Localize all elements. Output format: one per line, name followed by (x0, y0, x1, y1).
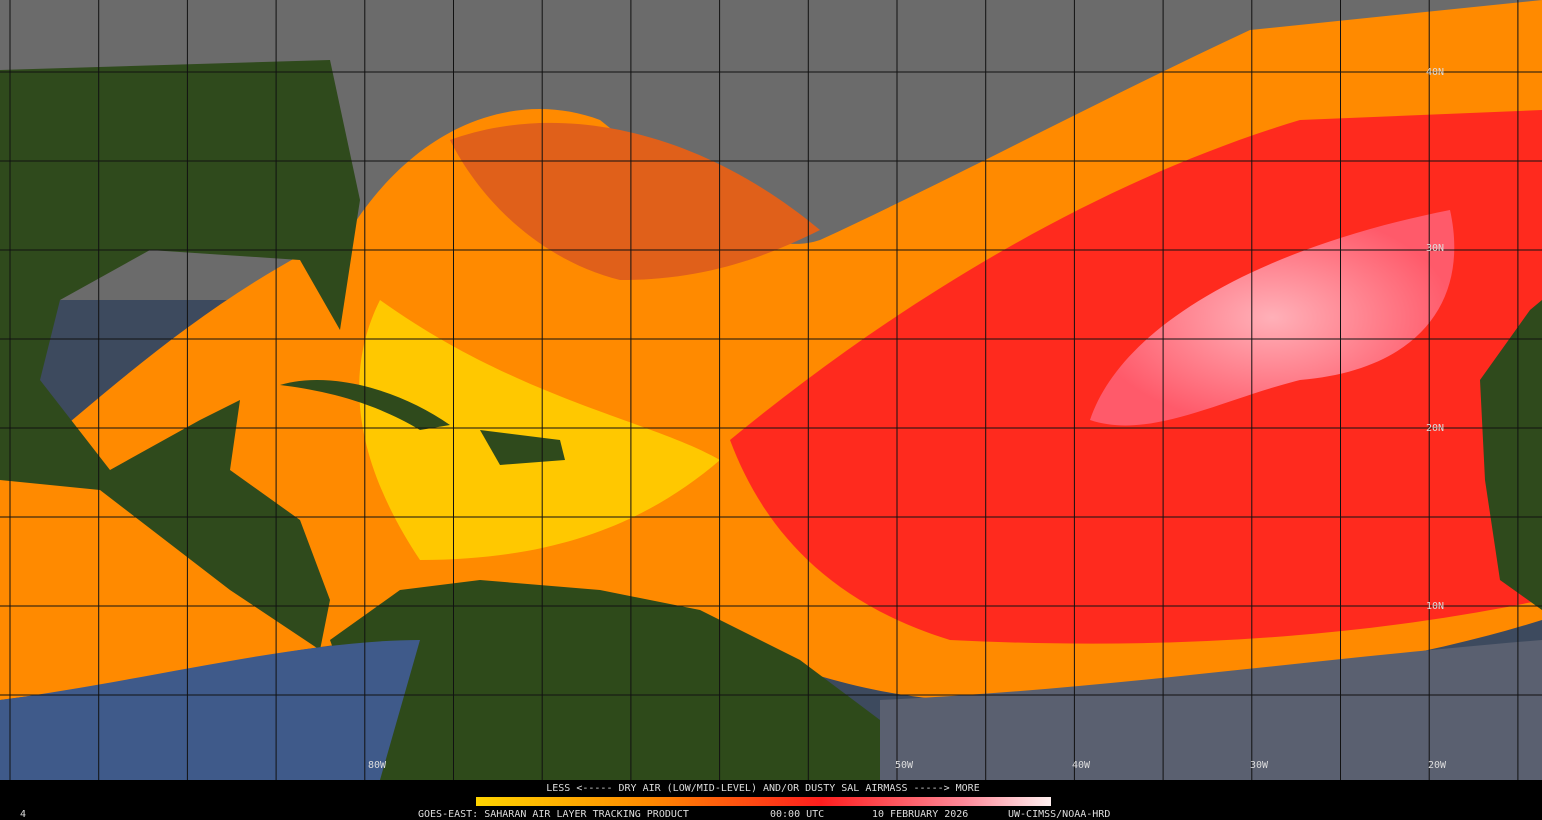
lat-label: 10N (1426, 601, 1444, 612)
corner-label: 4 (20, 809, 26, 820)
imagery (0, 0, 1542, 780)
graticule (0, 0, 1542, 780)
lat-label: 40N (1426, 67, 1444, 78)
ocean-blue-south (0, 640, 420, 780)
lat-label: 20N (1426, 423, 1444, 434)
dry-air-pink (1090, 210, 1455, 426)
credit: UW-CIMSS/NOAA-HRD (1008, 809, 1110, 820)
land-hispaniola (480, 430, 565, 465)
lon-label: 80W (368, 760, 387, 771)
dry-air-yellow (359, 300, 720, 560)
lat-label: 30N (1426, 243, 1444, 254)
land-africa (1480, 300, 1542, 610)
legend-caption: LESS <----- DRY AIR (LOW/MID-LEVEL) AND/… (546, 783, 979, 794)
lon-label: 50W (895, 760, 914, 771)
lon-label: 20W (1428, 760, 1447, 771)
cloud-gray-south (880, 640, 1542, 780)
time: 00:00 UTC (770, 809, 824, 820)
land-south-america (330, 580, 880, 780)
land-cuba (280, 379, 450, 430)
colorbar (476, 797, 1051, 806)
date: 10 FEBRUARY 2026 (872, 809, 968, 820)
land-north-america (0, 60, 360, 650)
product: GOES-EAST: SAHARAN AIR LAYER TRACKING PR… (418, 809, 689, 820)
lon-label: 40W (1072, 760, 1091, 771)
lon-label: 30W (1250, 760, 1269, 771)
